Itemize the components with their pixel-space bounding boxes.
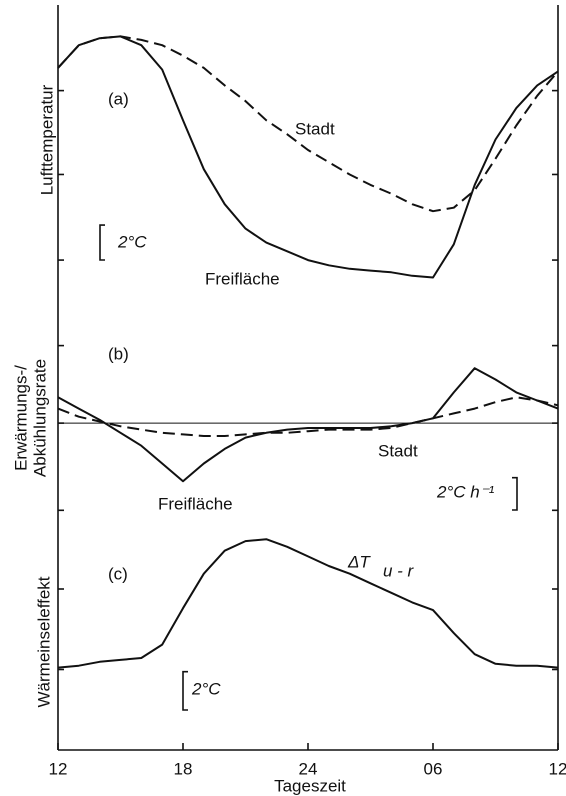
series-label: Freifläche: [205, 269, 280, 288]
scale-bar-label: 2°C: [191, 679, 221, 698]
panel-label: (a): [108, 89, 129, 108]
scale-bar: [512, 476, 518, 511]
line-series: [57, 35, 559, 213]
scale-bar-label: 2°C h⁻¹: [436, 482, 495, 501]
series-label: Stadt: [378, 441, 418, 460]
line-series: [57, 35, 559, 279]
x-tick-label: 06: [424, 759, 443, 778]
y-axis-label: Abkühlungsrate: [30, 359, 49, 477]
x-tick-label: 24: [299, 759, 318, 778]
x-tick-label: 12: [549, 759, 566, 778]
line-series: [57, 396, 559, 437]
y-axis-label: Erwärmungs-/: [11, 365, 30, 471]
y-labels: Lufttemperatur Erwärmungs-/ Abkühlungsra…: [11, 84, 56, 707]
y-axis-label: Lufttemperatur: [37, 84, 56, 195]
series-label: ΔT: [347, 552, 371, 571]
panel-label: (b): [108, 344, 129, 363]
panel-label: (c): [108, 564, 128, 583]
y-axis-label: Wärmeinseleffekt: [34, 576, 53, 707]
x-tick-label: 12: [49, 759, 68, 778]
line-series: [57, 367, 559, 483]
x-tick-label: 18: [174, 759, 193, 778]
scale-bar: [99, 224, 105, 261]
series-label-subscript: u - r: [383, 561, 415, 580]
series-label: Stadt: [295, 119, 335, 138]
scale-bar-label: 2°C: [117, 232, 147, 251]
series-label: Freifläche: [158, 494, 233, 513]
x-axis-label: Tageszeit: [274, 776, 346, 795]
scale-bar: [182, 670, 188, 711]
line-series: [57, 538, 559, 669]
